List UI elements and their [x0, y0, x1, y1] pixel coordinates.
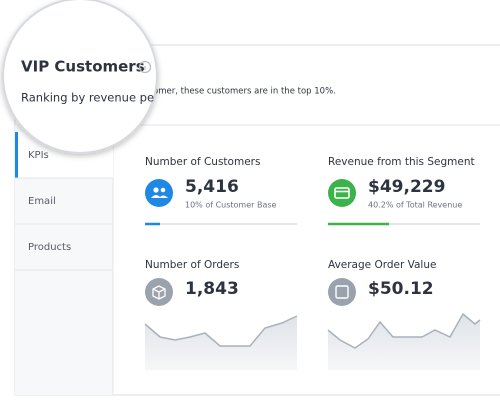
people-glyph: [151, 187, 168, 198]
card-value: 5,416: [185, 177, 239, 197]
info-icon[interactable]: [138, 60, 152, 74]
card-value: $50.12: [368, 279, 434, 299]
sparkline: [327, 312, 481, 349]
tab-active-indicator: [15, 132, 18, 178]
page-subtitle: Ranking by revenue pe: [21, 91, 154, 105]
cash-glyph: [335, 285, 349, 299]
magnifier: [2, 0, 158, 154]
header-description: omer, these customers are in the top 10%…: [153, 87, 336, 97]
sparkline: [144, 315, 298, 347]
card-title: Number of Customers: [145, 156, 260, 168]
tab[interactable]: Products: [28, 242, 71, 253]
tab[interactable]: KPIs: [28, 150, 49, 161]
card-caption: 40.2% of Total Revenue: [368, 201, 462, 210]
card-title: Number of Orders: [145, 259, 239, 271]
card-title: Revenue from this Segment: [328, 156, 475, 168]
sparkline-area: [328, 314, 480, 370]
card-title: Average Order Value: [328, 259, 436, 271]
aov-icon: [328, 278, 356, 306]
box-glyph: [152, 285, 166, 300]
card-glyph: [334, 187, 350, 199]
card-caption: 10% of Customer Base: [185, 201, 277, 210]
sparkline-area: [145, 316, 297, 370]
card-value: 1,843: [185, 279, 239, 299]
card-value: $49,229: [368, 177, 445, 197]
customers-icon: [145, 179, 173, 207]
revenue-icon: [328, 179, 356, 207]
page-title: VIP Customers: [21, 58, 145, 76]
tab[interactable]: Email: [28, 196, 56, 207]
